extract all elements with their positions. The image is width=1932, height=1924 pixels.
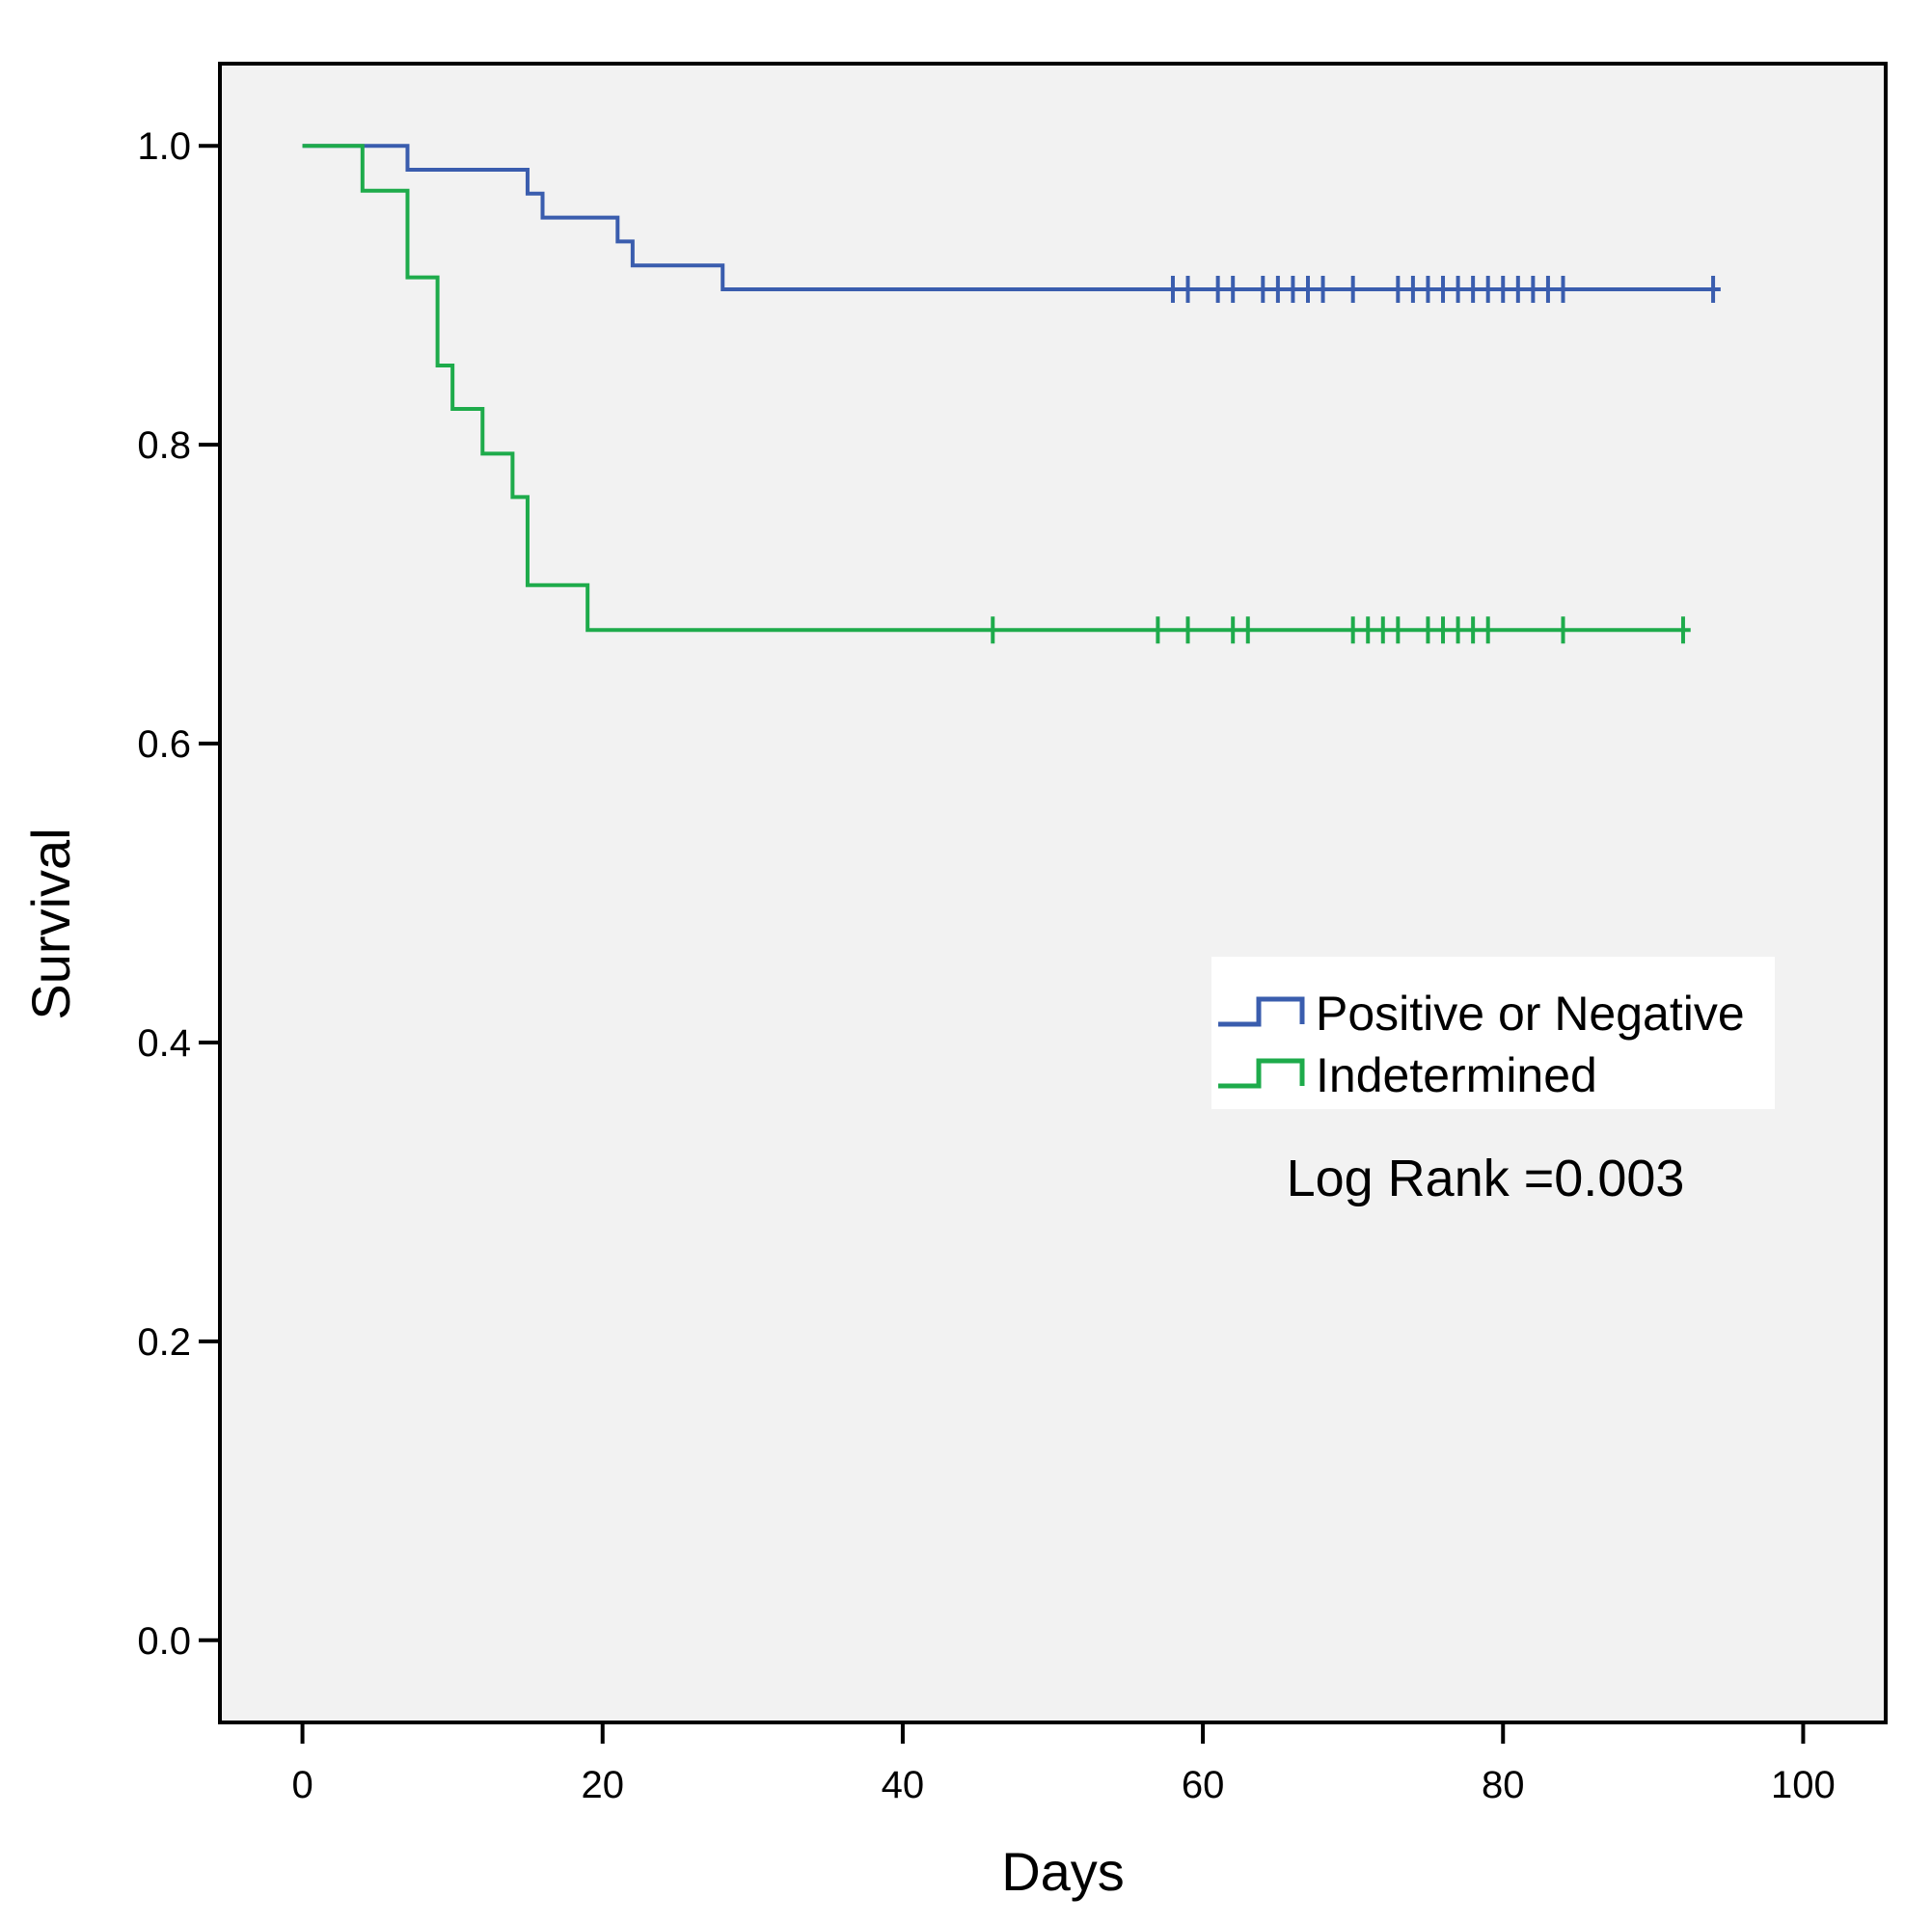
series-layer [302, 144, 1721, 644]
y-tick-label: 0.4 [137, 1022, 191, 1065]
legend-swatch [1218, 1058, 1305, 1089]
x-tick-label: 20 [581, 1764, 624, 1806]
y-axis-title: Survival [20, 827, 81, 1019]
x-axis-title: Days [1001, 1841, 1125, 1902]
legend-label: Indetermined [1316, 1048, 1597, 1102]
x-tick-label: 60 [1182, 1764, 1225, 1806]
log-rank-annotation: Log Rank =0.003 [1287, 1150, 1685, 1207]
y-tick-label: 0.0 [137, 1620, 191, 1663]
x-tick-label: 40 [882, 1764, 925, 1806]
legend-box [1211, 957, 1775, 1109]
y-axis: 0.0 0.2 0.4 0.6 0.8 1.0 [137, 125, 220, 1663]
x-tick-label: 0 [291, 1764, 313, 1806]
y-tick-label: 0.6 [137, 723, 191, 766]
legend: Positive or Negative Indetermined [1211, 957, 1775, 1109]
legend-swatch [1218, 996, 1305, 1027]
plot-frame [218, 62, 1888, 1724]
x-tick-label: 100 [1771, 1764, 1836, 1806]
legend-items: Positive or Negative Indetermined [1218, 987, 1745, 1102]
y-tick-label: 0.8 [137, 424, 191, 467]
x-axis: 0 20 40 60 80 100 [291, 1722, 1836, 1806]
series-line-1 [302, 144, 1691, 633]
legend-label: Positive or Negative [1316, 987, 1745, 1041]
y-tick-label: 0.2 [137, 1321, 191, 1364]
series-line-0 [302, 144, 1721, 291]
plot-area [220, 64, 1886, 1722]
x-tick-label: 80 [1482, 1764, 1525, 1806]
y-tick-label: 1.0 [137, 125, 191, 168]
